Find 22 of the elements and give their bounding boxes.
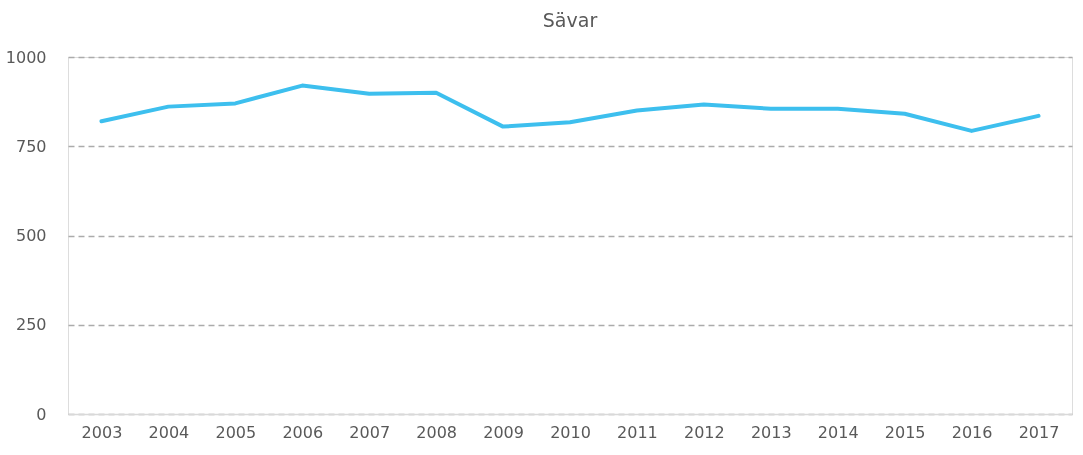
x-tick-label: 2017 xyxy=(1018,422,1060,442)
line-series xyxy=(99,83,1041,133)
y-tick-label: 750 xyxy=(15,136,47,156)
x-tick-label: 2005 xyxy=(215,422,257,442)
x-tick-label: 2014 xyxy=(817,422,859,442)
y-tick-label: 250 xyxy=(15,315,47,335)
y-tick-label: 0 xyxy=(36,404,47,424)
x-tick-label: 2004 xyxy=(148,422,190,442)
x-tick-label: 2007 xyxy=(349,422,391,442)
x-tick-label: 2012 xyxy=(684,422,725,442)
x-tick-label: 2013 xyxy=(750,422,792,442)
y-tick-label: 1000 xyxy=(5,47,47,67)
x-tick-label: 2011 xyxy=(617,422,658,442)
y-tick-label: 500 xyxy=(15,226,47,245)
x-tick-label: 2009 xyxy=(483,422,524,442)
x-tick-label: 2006 xyxy=(282,422,324,442)
chart-title: Sävar xyxy=(542,9,598,31)
x-tick-label: 2015 xyxy=(884,422,926,442)
x-tick-label: 2016 xyxy=(951,422,993,442)
x-tick-label: 2010 xyxy=(550,422,591,442)
x-tick-label: 2003 xyxy=(81,422,123,442)
x-tick-label: 2008 xyxy=(416,422,457,442)
